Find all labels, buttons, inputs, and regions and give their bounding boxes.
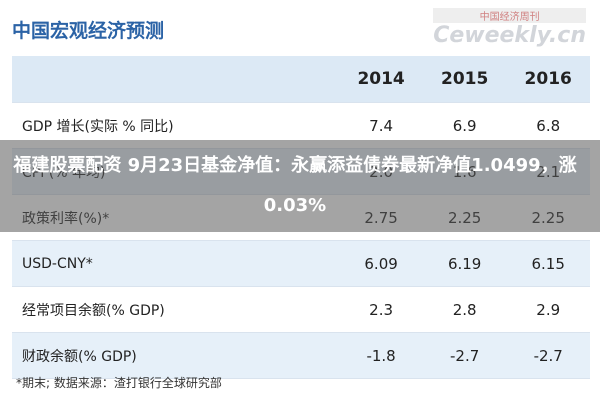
column-header: 2014	[339, 56, 423, 103]
cell: -1.8	[339, 332, 423, 379]
cell: -2.7	[422, 332, 507, 379]
table-row: USD-CNY* 6.09 6.19 6.15	[12, 240, 590, 287]
cell: 2.3	[339, 286, 423, 333]
cell: 2.9	[506, 286, 590, 333]
cell: 2.8	[422, 286, 507, 333]
logo-main: Ceweekly.cn	[433, 23, 586, 48]
column-header: 2015	[422, 56, 507, 103]
table-row: 财政余额(% GDP) -1.8 -2.7 -2.7	[12, 332, 590, 379]
cell: 6.19	[422, 240, 507, 287]
footnote: *期末; 数据来源：渣打银行全球研究部	[16, 376, 222, 390]
column-header: 2016	[506, 56, 590, 103]
overlay-banner: 福建股票配资 9月23日基金净值：永赢添益债券最新净值1.0499，涨0.03%	[0, 140, 600, 232]
table-row: 经常项目余额(% GDP) 2.3 2.8 2.9	[12, 286, 590, 333]
title: 中国宏观经济预测	[12, 20, 165, 42]
header-cell	[12, 56, 340, 103]
overlay-headline: 福建股票配资 9月23日基金净值：永赢添益债券最新净值1.0499，涨0.03%	[13, 155, 577, 216]
cell: -2.7	[506, 332, 590, 379]
logo-top: 中国经济周刊	[433, 8, 586, 23]
cell: 6.15	[506, 240, 590, 287]
row-label: 经常项目余额(% GDP)	[12, 286, 340, 333]
cell: 6.09	[339, 240, 423, 287]
logo: 中国经济周刊 Ceweekly.cn	[433, 8, 586, 48]
row-label: USD-CNY*	[12, 240, 340, 287]
row-label: 财政余额(% GDP)	[12, 332, 340, 379]
header-row: 2014 2015 2016	[12, 56, 590, 103]
